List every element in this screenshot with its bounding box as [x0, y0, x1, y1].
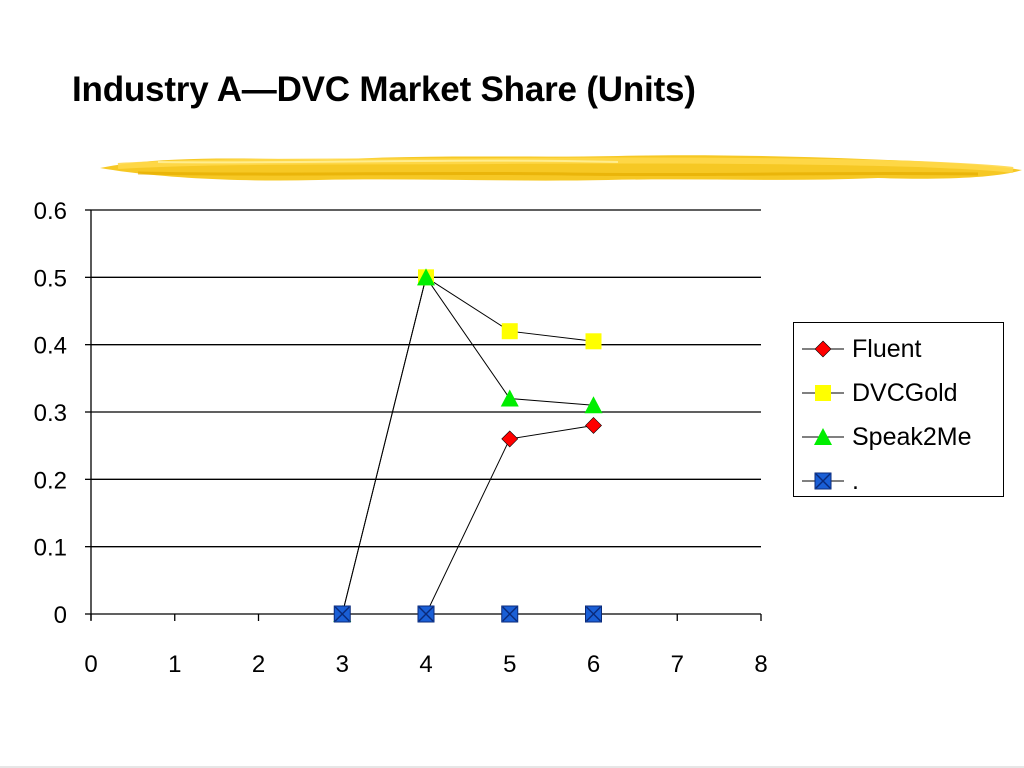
x-tick-label: 4 — [419, 651, 432, 678]
y-tick-label: 0.4 — [34, 333, 67, 360]
y-tick-label: 0.3 — [34, 400, 67, 427]
slide-bottom-rule — [0, 766, 1024, 768]
data-point — [814, 428, 832, 445]
data-point — [501, 605, 519, 623]
legend-item: Speak2Me — [800, 421, 972, 453]
legend-item: DVCGold — [800, 377, 958, 409]
y-tick-label: 0 — [54, 602, 67, 629]
x-tick-label: 0 — [84, 651, 97, 678]
series-line-Speak2Me — [341, 276, 594, 615]
x-tick-label: 1 — [168, 651, 181, 678]
slide-title: Industry A—DVC Market Share (Units) — [72, 70, 696, 109]
data-point — [585, 417, 602, 434]
legend-marker-icon — [800, 425, 846, 449]
chart-legend: Fluent DVCGold Speak2Me. — [793, 322, 1004, 497]
series-line-DVCGold — [341, 276, 594, 615]
y-tick-label: 0.6 — [34, 198, 67, 225]
data-point — [501, 430, 519, 448]
data-point — [585, 333, 602, 350]
data-point — [417, 605, 435, 623]
y-tick-label: 0.5 — [34, 265, 67, 292]
legend-marker-icon — [800, 469, 846, 493]
data-point — [584, 396, 603, 414]
legend-label: Fluent — [852, 334, 922, 363]
data-point — [585, 605, 602, 623]
data-point — [814, 472, 832, 490]
x-tick-label: 8 — [754, 651, 767, 678]
legend-label: Speak2Me — [852, 422, 972, 451]
data-point — [500, 389, 519, 407]
data-point — [501, 323, 518, 340]
legend-item: Fluent — [800, 333, 921, 365]
data-point — [815, 385, 831, 401]
y-tick-label: 0.2 — [34, 467, 67, 494]
y-tick-label: 0.1 — [34, 535, 67, 562]
data-point — [417, 268, 435, 286]
legend-label: . — [852, 466, 859, 495]
series-line-Fluent — [342, 424, 594, 615]
data-point — [814, 340, 832, 358]
x-tick-label: 6 — [587, 651, 600, 678]
legend-label: DVCGold — [852, 378, 958, 407]
legend-marker-icon — [800, 337, 846, 361]
data-point — [333, 605, 351, 623]
legend-marker-icon — [800, 381, 846, 405]
legend-item: . — [800, 465, 859, 497]
decorative-brush-stroke — [100, 155, 1022, 181]
x-tick-label: 2 — [252, 651, 265, 678]
x-tick-label: 7 — [671, 651, 684, 678]
x-tick-label: 3 — [336, 651, 349, 678]
x-tick-label: 5 — [503, 651, 516, 678]
